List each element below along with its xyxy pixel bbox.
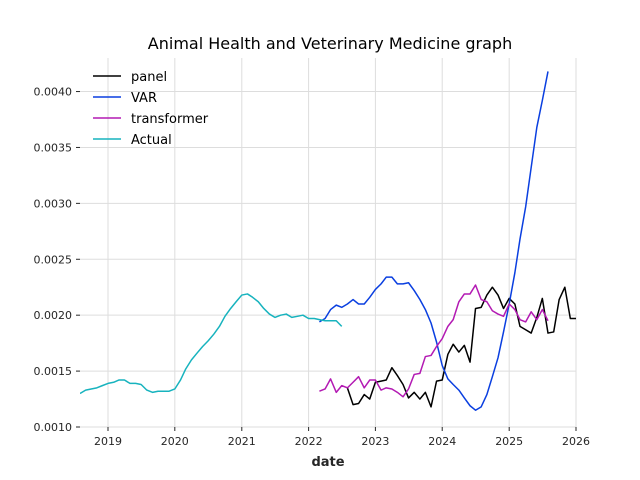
x-tick-label: 2022 xyxy=(295,435,323,448)
axes: 2019 2020 2021 2022 2023 2024 2025 2026 0.0010 0.… xyxy=(34,86,591,448)
legend: panel VAR transformer Actual xyxy=(93,70,209,148)
series-line-actual xyxy=(80,293,343,395)
x-axis-label: date xyxy=(311,455,344,470)
y-tick-label: 0.0020 xyxy=(34,309,73,322)
legend-label: panel xyxy=(131,70,167,85)
series-line-panel xyxy=(346,286,576,408)
x-tick-label: 2020 xyxy=(161,435,189,448)
x-tick-label: 2019 xyxy=(94,435,122,448)
legend-label: transformer xyxy=(131,112,209,127)
grid xyxy=(80,58,577,428)
series-line-var xyxy=(319,71,549,411)
chart-title: Animal Health and Veterinary Medicine gr… xyxy=(148,34,512,53)
legend-label: VAR xyxy=(131,91,157,106)
x-tick-label: 2023 xyxy=(361,435,389,448)
x-tick-label: 2025 xyxy=(495,435,523,448)
y-tick-label: 0.0025 xyxy=(34,253,73,266)
y-tick-label: 0.0015 xyxy=(34,365,73,378)
x-tick-label: 2026 xyxy=(562,435,590,448)
series-lines xyxy=(80,71,576,411)
y-tick-label: 0.0030 xyxy=(34,197,73,210)
series-line-transformer xyxy=(319,284,549,398)
legend-label: Actual xyxy=(131,133,172,148)
x-tick-label: 2024 xyxy=(428,435,456,448)
x-tick-label: 2021 xyxy=(228,435,256,448)
y-tick-label: 0.0040 xyxy=(34,86,73,99)
y-tick-label: 0.0035 xyxy=(34,141,73,154)
y-tick-label: 0.0010 xyxy=(34,421,73,434)
